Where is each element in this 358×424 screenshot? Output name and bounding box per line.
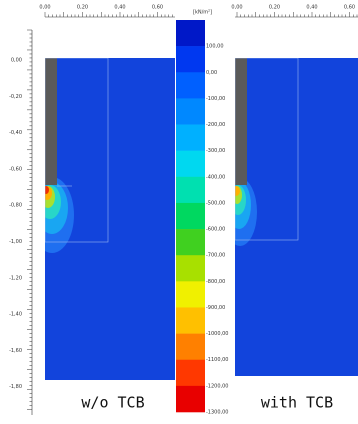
ruler-label: -1,60 [9,348,22,354]
pile [45,58,57,185]
legend-swatch [176,150,205,178]
caption-box [72,386,156,418]
ruler-label: 0,40 [306,5,317,11]
legend-swatch [176,255,205,282]
ruler-label: -1,00 [9,239,22,245]
legend-swatch [176,202,205,230]
ruler-label: -1,40 [9,312,22,318]
ruler-label: -0,80 [9,203,22,209]
mesh-outline [235,58,299,241]
ruler-label: -0,40 [9,130,22,136]
legend-label: -700,00 [206,253,225,259]
legend-label: 100,00 [206,44,224,50]
ruler-label: -0,20 [9,94,22,100]
legend-swatch [176,72,205,99]
legend-label: -200,00 [206,122,225,128]
legend-unit: [kN/m²] [193,10,212,16]
legend-label: -900,00 [206,305,225,311]
legend-label: -1000,00 [206,331,228,337]
legend-swatch [176,307,205,334]
legend-label: -800,00 [206,279,225,285]
legend-label: 0,00 [206,70,217,76]
legend-label: -1200,00 [206,383,228,389]
ruler-label: 0,00 [39,5,50,11]
legend-label: -300,00 [206,148,225,154]
legend-swatch [176,333,205,361]
ruler-label: 0,00 [11,58,22,64]
right-plot [235,58,358,376]
legend-label: -1100,00 [206,357,228,363]
legend-label: -400,00 [206,174,225,180]
legend-label: -600,00 [206,227,225,233]
ruler-label: -1,20 [9,275,22,281]
legend-label: -100,00 [206,96,225,102]
legend-swatch [176,359,205,387]
pile [235,58,247,185]
legend-label: -500,00 [206,200,225,206]
ruler-label: 0,20 [77,5,88,11]
ruler-label: -0,60 [9,166,22,172]
caption: with TCB [261,394,333,412]
ruler-label: 0,20 [269,5,280,11]
legend-swatch [176,20,205,47]
legend-swatch [176,281,205,308]
legend-swatch [176,229,205,256]
ruler-label: -1,80 [9,384,22,390]
caption-box [228,386,348,418]
ruler-label: 0,60 [344,5,355,11]
ruler-label: 0,00 [231,5,242,11]
legend-swatch [176,385,205,413]
legend-swatch [176,176,205,204]
legend-label: -1300,00 [206,410,228,416]
legend-swatch [176,124,205,151]
left-plot [45,58,175,380]
legend-swatch [176,46,205,73]
ruler-label: 0,40 [114,5,125,11]
mesh-outline [45,58,109,243]
ruler-label: 0,60 [152,5,163,11]
legend-swatch [176,98,205,125]
caption: w/o TCB [81,394,144,412]
stress-zone [45,186,49,194]
stress-zone [235,186,240,196]
